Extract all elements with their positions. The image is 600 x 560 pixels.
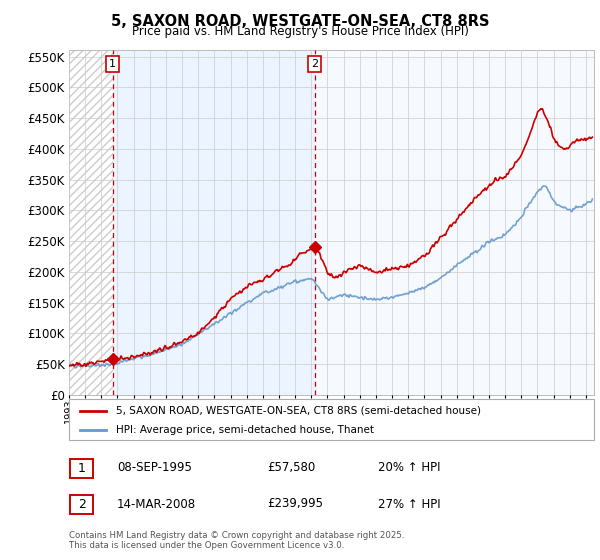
- Text: 27% ↑ HPI: 27% ↑ HPI: [378, 497, 440, 511]
- Text: HPI: Average price, semi-detached house, Thanet: HPI: Average price, semi-detached house,…: [116, 424, 374, 435]
- FancyBboxPatch shape: [70, 495, 93, 514]
- Text: 20% ↑ HPI: 20% ↑ HPI: [378, 461, 440, 474]
- Text: 1: 1: [77, 461, 86, 475]
- Bar: [314, 50, 594, 395]
- Text: 14-MAR-2008: 14-MAR-2008: [117, 497, 196, 511]
- Text: 2: 2: [311, 59, 318, 69]
- FancyBboxPatch shape: [70, 459, 93, 478]
- Text: 08-SEP-1995: 08-SEP-1995: [117, 461, 192, 474]
- Text: 5, SAXON ROAD, WESTGATE-ON-SEA, CT8 8RS: 5, SAXON ROAD, WESTGATE-ON-SEA, CT8 8RS: [111, 14, 489, 29]
- Bar: [113, 50, 314, 395]
- Text: Price paid vs. HM Land Registry's House Price Index (HPI): Price paid vs. HM Land Registry's House …: [131, 25, 469, 38]
- Text: 2: 2: [77, 498, 86, 511]
- Text: £239,995: £239,995: [267, 497, 323, 511]
- Text: 1: 1: [109, 59, 116, 69]
- Text: £57,580: £57,580: [267, 461, 315, 474]
- Text: Contains HM Land Registry data © Crown copyright and database right 2025.
This d: Contains HM Land Registry data © Crown c…: [69, 530, 404, 550]
- FancyBboxPatch shape: [69, 399, 594, 440]
- Text: 5, SAXON ROAD, WESTGATE-ON-SEA, CT8 8RS (semi-detached house): 5, SAXON ROAD, WESTGATE-ON-SEA, CT8 8RS …: [116, 405, 481, 416]
